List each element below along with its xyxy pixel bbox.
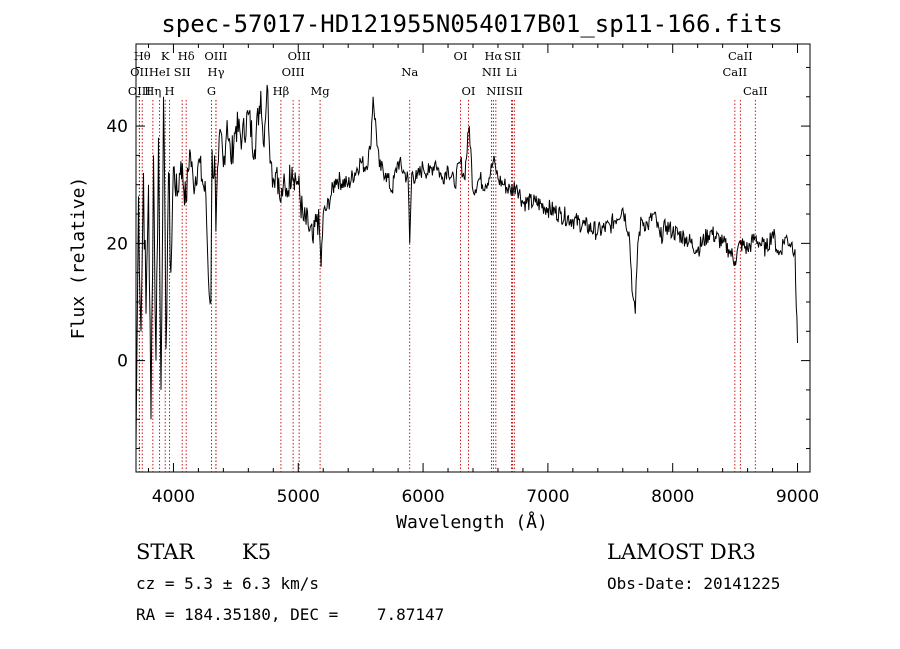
spectral-line-label: SII [174,65,191,79]
spectral-line-label: OIII [288,49,311,63]
spectral-line-label: Hθ [134,49,151,63]
spectral-line-label: K [161,49,170,63]
x-axis-label: Wavelength (Å) [396,511,548,533]
x-tick-label: 7000 [526,487,569,507]
x-tick-label: 5000 [277,487,320,507]
plot-frame [135,43,811,473]
spectral-line-label: OII [130,65,149,79]
x-axis-ticks: 4000 5000 6000 7000 8000 9000 [147,44,819,507]
object-subclass: K5 [242,540,272,564]
spectral-line-label: OI [462,84,476,98]
spectral-line-label: H [165,84,175,98]
spectral-line-label: Mg [311,84,331,98]
spectral-line-labels: OII OIII Hθ Hη HeI K H SII Hδ G OIII Hγ Hβ OIII OIII Mg… [128,49,768,98]
spectral-line-label: SII [504,49,521,63]
spectral-line-label: G [207,84,216,98]
y-axis-ticks: 0 20 40 [106,66,810,450]
observation-date: Obs-Date: 20141225 [607,574,781,593]
survey-name: LAMOST DR3 [607,540,756,564]
spectral-line-label: HeI [149,65,170,79]
spectral-line-label: OIII [282,65,305,79]
spectral-line-label: Hη [144,84,161,98]
spectral-line-label: CaII [743,84,768,98]
x-tick-label: 4000 [152,487,195,507]
spectral-line-label: Hγ [208,65,225,79]
y-tick-label: 20 [106,234,128,254]
spectral-line-label: OI [454,49,468,63]
y-tick-label: 40 [106,117,128,137]
spectral-line-label: OIII [204,49,227,63]
y-tick-label: 0 [117,352,128,372]
spectral-line-label: Hδ [178,49,195,63]
redshift-velocity: cz = 5.3 ± 6.3 km/s [136,574,320,593]
spectral-line-label: OIII [128,84,151,98]
ra-dec-coordinates: RA = 184.35180, DEC = 7.87147 [136,605,445,624]
spectral-line-label: Hα [484,49,502,63]
x-tick-label: 9000 [776,487,819,507]
spectral-line-label: CaII [728,49,753,63]
spectral-line-label: SII [506,84,523,98]
object-class: STAR [136,540,195,564]
spectral-line-label: NII [482,65,501,79]
x-tick-label: 6000 [401,487,444,507]
chart-title: spec-57017-HD121955N054017B01_sp11-166.f… [161,10,782,38]
spectral-line-label: Li [506,65,518,79]
spectral-line-label: Hβ [273,84,290,98]
spectral-line-label: CaII [722,65,747,79]
spectral-line-label: Na [401,65,418,79]
y-axis-label: Flux (relative) [68,177,89,340]
flux-series-line [135,84,798,449]
spectral-line-label: NII [486,84,505,98]
x-tick-label: 8000 [651,487,694,507]
